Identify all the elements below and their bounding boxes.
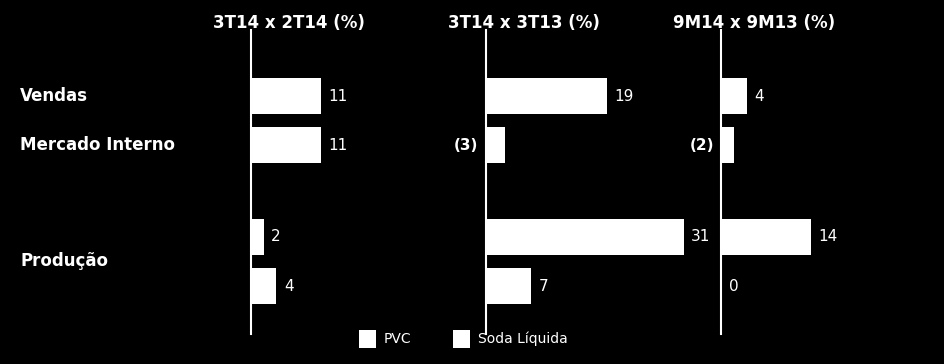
Text: 11: 11 <box>329 88 347 103</box>
Bar <box>486 78 607 114</box>
Text: (2): (2) <box>689 138 714 153</box>
Bar <box>251 78 321 114</box>
Bar <box>251 268 277 304</box>
Bar <box>251 127 321 163</box>
Bar <box>721 78 747 114</box>
Bar <box>721 219 811 255</box>
Bar <box>486 268 531 304</box>
Text: 4: 4 <box>284 278 294 293</box>
Text: Mercado Interno: Mercado Interno <box>20 136 176 154</box>
Text: 3T14 x 2T14 (%): 3T14 x 2T14 (%) <box>212 14 364 32</box>
Text: Vendas: Vendas <box>20 87 88 105</box>
Text: 19: 19 <box>615 88 634 103</box>
Text: 2: 2 <box>271 229 280 244</box>
Bar <box>486 219 683 255</box>
Text: 3T14 x 3T13 (%): 3T14 x 3T13 (%) <box>447 14 599 32</box>
Bar <box>486 127 505 163</box>
Text: 31: 31 <box>691 229 711 244</box>
Bar <box>251 219 263 255</box>
Text: 0: 0 <box>729 278 738 293</box>
Text: Produção: Produção <box>20 253 109 270</box>
Text: 11: 11 <box>329 138 347 153</box>
Text: 9M14 x 9M13 (%): 9M14 x 9M13 (%) <box>673 14 835 32</box>
Bar <box>359 330 376 348</box>
Text: PVC: PVC <box>383 332 412 346</box>
Text: Soda Líquida: Soda Líquida <box>478 332 567 347</box>
Bar <box>453 330 470 348</box>
Bar <box>721 127 734 163</box>
Text: (3): (3) <box>454 138 479 153</box>
Text: 14: 14 <box>818 229 837 244</box>
Text: 7: 7 <box>538 278 548 293</box>
Text: 4: 4 <box>754 88 764 103</box>
